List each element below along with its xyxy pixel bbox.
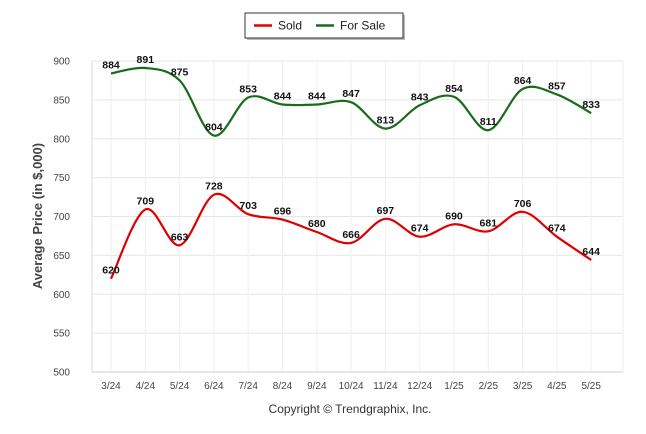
data-label-sold-11: 681 <box>480 217 498 229</box>
y-tick-label-500: 500 <box>53 368 70 379</box>
grid-lines <box>92 60 623 373</box>
x-tick-label-4: 7/24 <box>238 381 258 392</box>
x-tick-label-1: 4/24 <box>136 381 156 392</box>
series-line-for-sale <box>110 66 592 137</box>
series-lines <box>110 66 592 280</box>
data-label-for-sale-6: 844 <box>308 91 326 103</box>
axes: 500 550 600 650 700 750 800 850 900 3/24 4/24 5/24 6… <box>53 57 624 392</box>
y-tick-label-750: 750 <box>53 173 70 184</box>
data-label-sold-14: 644 <box>582 246 600 258</box>
data-label-for-sale-12: 864 <box>514 75 532 87</box>
data-label-for-sale-13: 857 <box>548 80 566 92</box>
data-label-sold-0: 620 <box>102 265 120 277</box>
x-tick-label-2: 5/24 <box>170 381 190 392</box>
data-label-sold-5: 696 <box>274 206 292 218</box>
data-label-for-sale-3: 804 <box>205 122 223 134</box>
data-label-for-sale-2: 875 <box>171 66 189 78</box>
x-tick-label-13: 4/25 <box>547 381 567 392</box>
data-label-for-sale-14: 833 <box>582 99 600 111</box>
data-label-sold-7: 666 <box>342 229 360 241</box>
x-tick-label-12: 3/25 <box>513 381 533 392</box>
x-tick-label-7: 10/24 <box>339 381 364 392</box>
data-label-for-sale-4: 853 <box>239 84 257 96</box>
data-label-sold-12: 706 <box>514 198 532 210</box>
x-tick-label-14: 5/25 <box>581 381 601 392</box>
data-label-sold-3: 728 <box>205 181 223 193</box>
x-tick-label-10: 1/25 <box>444 381 464 392</box>
legend-label-for-sale: For Sale <box>340 19 386 33</box>
x-tick-label-8: 11/24 <box>373 381 398 392</box>
x-tick-label-11: 2/25 <box>479 381 499 392</box>
y-tick-label-850: 850 <box>53 95 70 106</box>
x-tick-label-5: 8/24 <box>273 381 293 392</box>
data-label-for-sale-8: 813 <box>377 115 395 127</box>
x-tick-label-0: 3/24 <box>101 381 121 392</box>
x-tick-label-3: 6/24 <box>204 381 224 392</box>
y-tick-label-550: 550 <box>53 329 70 340</box>
data-label-for-sale-9: 843 <box>411 91 429 103</box>
data-label-sold-13: 674 <box>548 223 566 235</box>
data-label-for-sale-11: 811 <box>480 116 497 128</box>
y-axis-title: Average Price (in $,000) <box>30 143 45 289</box>
data-label-for-sale-10: 854 <box>445 83 463 95</box>
data-label-sold-9: 674 <box>411 223 429 235</box>
x-tick-label-6: 9/24 <box>307 381 327 392</box>
data-label-sold-1: 709 <box>137 196 155 208</box>
x-tick-label-9: 12/24 <box>407 381 432 392</box>
data-label-sold-8: 697 <box>377 205 395 217</box>
data-label-sold-6: 680 <box>308 218 326 230</box>
data-label-for-sale-7: 847 <box>342 88 360 100</box>
data-label-for-sale-0: 884 <box>102 59 120 71</box>
legend-label-sold: Sold <box>278 19 302 33</box>
data-label-sold-2: 663 <box>171 231 189 243</box>
y-tick-label-600: 600 <box>53 290 70 301</box>
y-tick-label-700: 700 <box>53 212 70 223</box>
data-labels: 620 709 663 728 703 696 680 666 697 674 690 681 706 6… <box>102 54 600 277</box>
data-label-sold-4: 703 <box>239 200 257 212</box>
series-line-sold <box>110 192 592 280</box>
legend: Sold For Sale <box>244 12 405 40</box>
copyright-text: Copyright © Trendgraphix, Inc. <box>269 402 432 416</box>
data-label-for-sale-5: 844 <box>274 91 292 103</box>
data-label-for-sale-1: 891 <box>137 54 155 66</box>
y-tick-label-650: 650 <box>53 251 70 262</box>
data-label-sold-10: 690 <box>445 210 463 222</box>
y-tick-label-900: 900 <box>53 57 70 68</box>
y-tick-label-800: 800 <box>53 134 70 145</box>
